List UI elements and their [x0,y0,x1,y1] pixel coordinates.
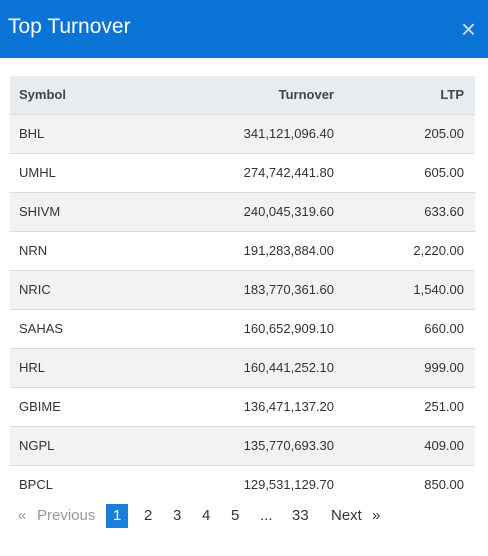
table-cell: 129,531,129.70 [243,477,334,492]
table-cell: 136,471,137.20 [243,399,334,414]
table-cell: 251.00 [424,399,464,414]
next-button[interactable]: Next [331,507,362,524]
table-cell: HRL [19,360,46,375]
table-row: NRN 191,283,884.00 2,220.00 [10,231,475,270]
table-cell: 205.00 [424,126,464,141]
modal-title: Top Turnover [8,15,131,38]
table-cell: 605.00 [424,165,464,180]
page-link[interactable]: 5 [231,507,240,524]
ellipsis: ... [260,507,273,524]
table-cell: 160,652,909.10 [243,321,334,336]
table-row: NRIC 183,770,361.60 1,540.00 [10,270,475,309]
column-header: Turnover [278,87,334,102]
table-cell: BHL [19,126,45,141]
previous-button: Previous [37,507,96,524]
table-cell: 160,441,252.10 [243,360,334,375]
column-header: LTP [440,87,464,102]
modal-header: Top Turnover × [0,0,488,58]
table-cell: 183,770,361.60 [243,282,334,297]
page-link[interactable]: 33 [292,507,309,524]
table-cell: 660.00 [424,321,464,336]
table-cell: 274,742,441.80 [243,165,334,180]
table-cell: GBIME [19,399,61,414]
table-cell: 1,540.00 [413,282,464,297]
page-link[interactable]: 3 [173,507,182,524]
table-row: BPCL 129,531,129.70 850.00 [10,465,475,504]
page-link[interactable]: 2 [144,507,153,524]
table-cell: SHIVM [19,204,61,219]
table-cell: NRN [19,243,48,258]
close-button[interactable]: × [460,14,476,44]
table-cell: 240,045,319.60 [243,204,334,219]
table-row: BHL 341,121,096.40 205.00 [10,114,475,153]
table-cell: SAHAS [19,321,64,336]
table-cell: 409.00 [424,438,464,453]
table-row: NGPL 135,770,693.30 409.00 [10,426,475,465]
page-link[interactable]: 1 [106,504,129,528]
column-header: Symbol [19,87,66,102]
page-link[interactable]: 4 [202,507,211,524]
table-cell: 191,283,884.00 [243,243,334,258]
table-cell: 135,770,693.30 [243,438,334,453]
pagination: « Previous 1 2 3 4 5... 33 Next » [0,504,488,528]
header-row: Symbol Turnover LTP [10,76,475,114]
last-page[interactable]: » [372,507,381,524]
table-cell: 341,121,096.40 [243,126,334,141]
table-row: HRL 160,441,252.10 999.00 [10,348,475,387]
table-cell: 850.00 [424,477,464,492]
table-cell: NRIC [19,282,51,297]
table-row: SAHAS 160,652,909.10 660.00 [10,309,475,348]
table-row: GBIME 136,471,137.20 251.00 [10,387,475,426]
table-cell: NGPL [19,438,55,453]
first-page: « [18,507,27,524]
table-cell: BPCL [19,477,53,492]
table-cell: 2,220.00 [413,243,464,258]
table-row: UMHL 274,742,441.80 605.00 [10,153,475,192]
table-cell: 999.00 [424,360,464,375]
table-cell: 633.60 [424,204,464,219]
table-cell: UMHL [19,165,56,180]
turnover-table: Symbol Turnover LTP BHL 341,121,096.40 205.00… [10,76,475,504]
table-row: SHIVM 240,045,319.60 633.60 [10,192,475,231]
